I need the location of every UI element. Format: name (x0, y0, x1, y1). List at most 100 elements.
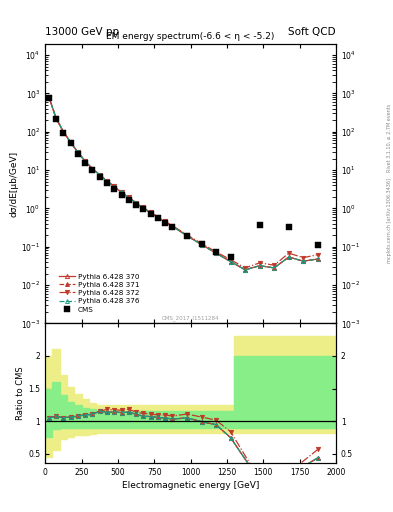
Pythia 6.428 376 (134, 200, 138, 206)
Pythia 6.428 370 (105, 178, 109, 184)
Pythia 6.428 371 (134, 200, 138, 206)
Pythia 6.428 371 (127, 195, 131, 201)
Pythia 6.428 370 (75, 150, 80, 156)
CMS (119, 191, 124, 198)
Pythia 6.428 371 (75, 150, 80, 156)
Pythia 6.428 372 (156, 214, 160, 220)
Pythia 6.428 372 (134, 200, 138, 206)
Pythia 6.428 372 (214, 249, 219, 255)
Pythia 6.428 376 (156, 215, 160, 221)
Pythia 6.428 372 (185, 232, 189, 238)
Pythia 6.428 370 (185, 232, 189, 239)
Pythia 6.428 376 (185, 232, 189, 239)
CMS (185, 233, 189, 240)
Pythia 6.428 376 (301, 258, 306, 264)
Pythia 6.428 372 (272, 262, 277, 268)
Pythia 6.428 376 (257, 263, 262, 269)
Pythia 6.428 372 (61, 129, 66, 135)
Pythia 6.428 372 (228, 257, 233, 263)
CMS (61, 130, 66, 136)
Pythia 6.428 370 (83, 158, 88, 164)
Pythia 6.428 370 (257, 263, 262, 269)
Pythia 6.428 376 (119, 189, 124, 196)
Pythia 6.428 371 (316, 256, 320, 262)
Pythia 6.428 372 (105, 178, 109, 184)
Pythia 6.428 376 (286, 254, 291, 260)
CMS (316, 242, 320, 248)
CMS (257, 222, 262, 228)
Pythia 6.428 372 (243, 265, 248, 271)
Pythia 6.428 372 (301, 254, 306, 261)
Pythia 6.428 370 (54, 115, 59, 121)
Text: 13000 GeV pp: 13000 GeV pp (45, 27, 119, 37)
Pythia 6.428 371 (46, 94, 51, 100)
Pythia 6.428 371 (90, 166, 95, 172)
CMS (54, 116, 59, 122)
Pythia 6.428 371 (68, 139, 73, 145)
Pythia 6.428 371 (228, 259, 233, 265)
Pythia 6.428 370 (301, 258, 306, 264)
Pythia 6.428 372 (199, 240, 204, 246)
Pythia 6.428 372 (75, 150, 80, 156)
CMS (90, 167, 95, 174)
Y-axis label: Ratio to CMS: Ratio to CMS (17, 367, 26, 420)
Pythia 6.428 371 (301, 258, 306, 264)
Pythia 6.428 371 (272, 265, 277, 271)
Y-axis label: dσ/dE[μb/GeV]: dσ/dE[μb/GeV] (9, 151, 18, 217)
Pythia 6.428 370 (148, 210, 153, 216)
Pythia 6.428 371 (185, 232, 189, 239)
CMS (214, 249, 219, 255)
CMS (127, 197, 131, 203)
Pythia 6.428 376 (141, 205, 146, 211)
Pythia 6.428 372 (90, 166, 95, 172)
Pythia 6.428 372 (119, 189, 124, 195)
Pythia 6.428 371 (257, 263, 262, 269)
Pythia 6.428 376 (90, 166, 95, 172)
CMS (75, 151, 80, 157)
Pythia 6.428 370 (228, 259, 233, 265)
X-axis label: Electromagnetic energy [GeV]: Electromagnetic energy [GeV] (122, 481, 259, 490)
Pythia 6.428 371 (199, 242, 204, 248)
Pythia 6.428 371 (141, 205, 146, 211)
Pythia 6.428 376 (148, 210, 153, 216)
Pythia 6.428 376 (163, 219, 167, 225)
Pythia 6.428 371 (148, 210, 153, 216)
CMS (228, 253, 233, 260)
Pythia 6.428 372 (286, 250, 291, 256)
Pythia 6.428 371 (61, 129, 66, 135)
Pythia 6.428 370 (97, 172, 102, 178)
CMS (112, 186, 117, 192)
CMS (148, 211, 153, 217)
Pythia 6.428 371 (97, 172, 102, 178)
CMS (68, 140, 73, 146)
Pythia 6.428 370 (170, 223, 175, 229)
CMS (199, 241, 204, 247)
Pythia 6.428 370 (90, 166, 95, 172)
Title: EM energy spectrum(-6.6 < η < -5.2): EM energy spectrum(-6.6 < η < -5.2) (107, 32, 275, 41)
Pythia 6.428 371 (163, 219, 167, 225)
Pythia 6.428 371 (243, 267, 248, 273)
Pythia 6.428 372 (163, 218, 167, 224)
Pythia 6.428 370 (141, 205, 146, 211)
Pythia 6.428 372 (112, 183, 117, 189)
Pythia 6.428 376 (54, 115, 59, 121)
Pythia 6.428 376 (228, 259, 233, 265)
Pythia 6.428 370 (214, 250, 219, 256)
Pythia 6.428 376 (127, 195, 131, 201)
Pythia 6.428 376 (272, 265, 277, 271)
Pythia 6.428 371 (214, 250, 219, 256)
Pythia 6.428 376 (105, 178, 109, 184)
Pythia 6.428 372 (46, 94, 51, 100)
Pythia 6.428 371 (83, 158, 88, 164)
Pythia 6.428 376 (46, 94, 51, 100)
Pythia 6.428 376 (214, 250, 219, 256)
CMS (170, 224, 175, 230)
Pythia 6.428 370 (272, 265, 277, 271)
Pythia 6.428 370 (61, 129, 66, 135)
Pythia 6.428 376 (61, 129, 66, 135)
Pythia 6.428 370 (156, 215, 160, 221)
Pythia 6.428 376 (316, 256, 320, 262)
Pythia 6.428 372 (141, 204, 146, 210)
Pythia 6.428 372 (97, 172, 102, 178)
Pythia 6.428 376 (243, 267, 248, 273)
